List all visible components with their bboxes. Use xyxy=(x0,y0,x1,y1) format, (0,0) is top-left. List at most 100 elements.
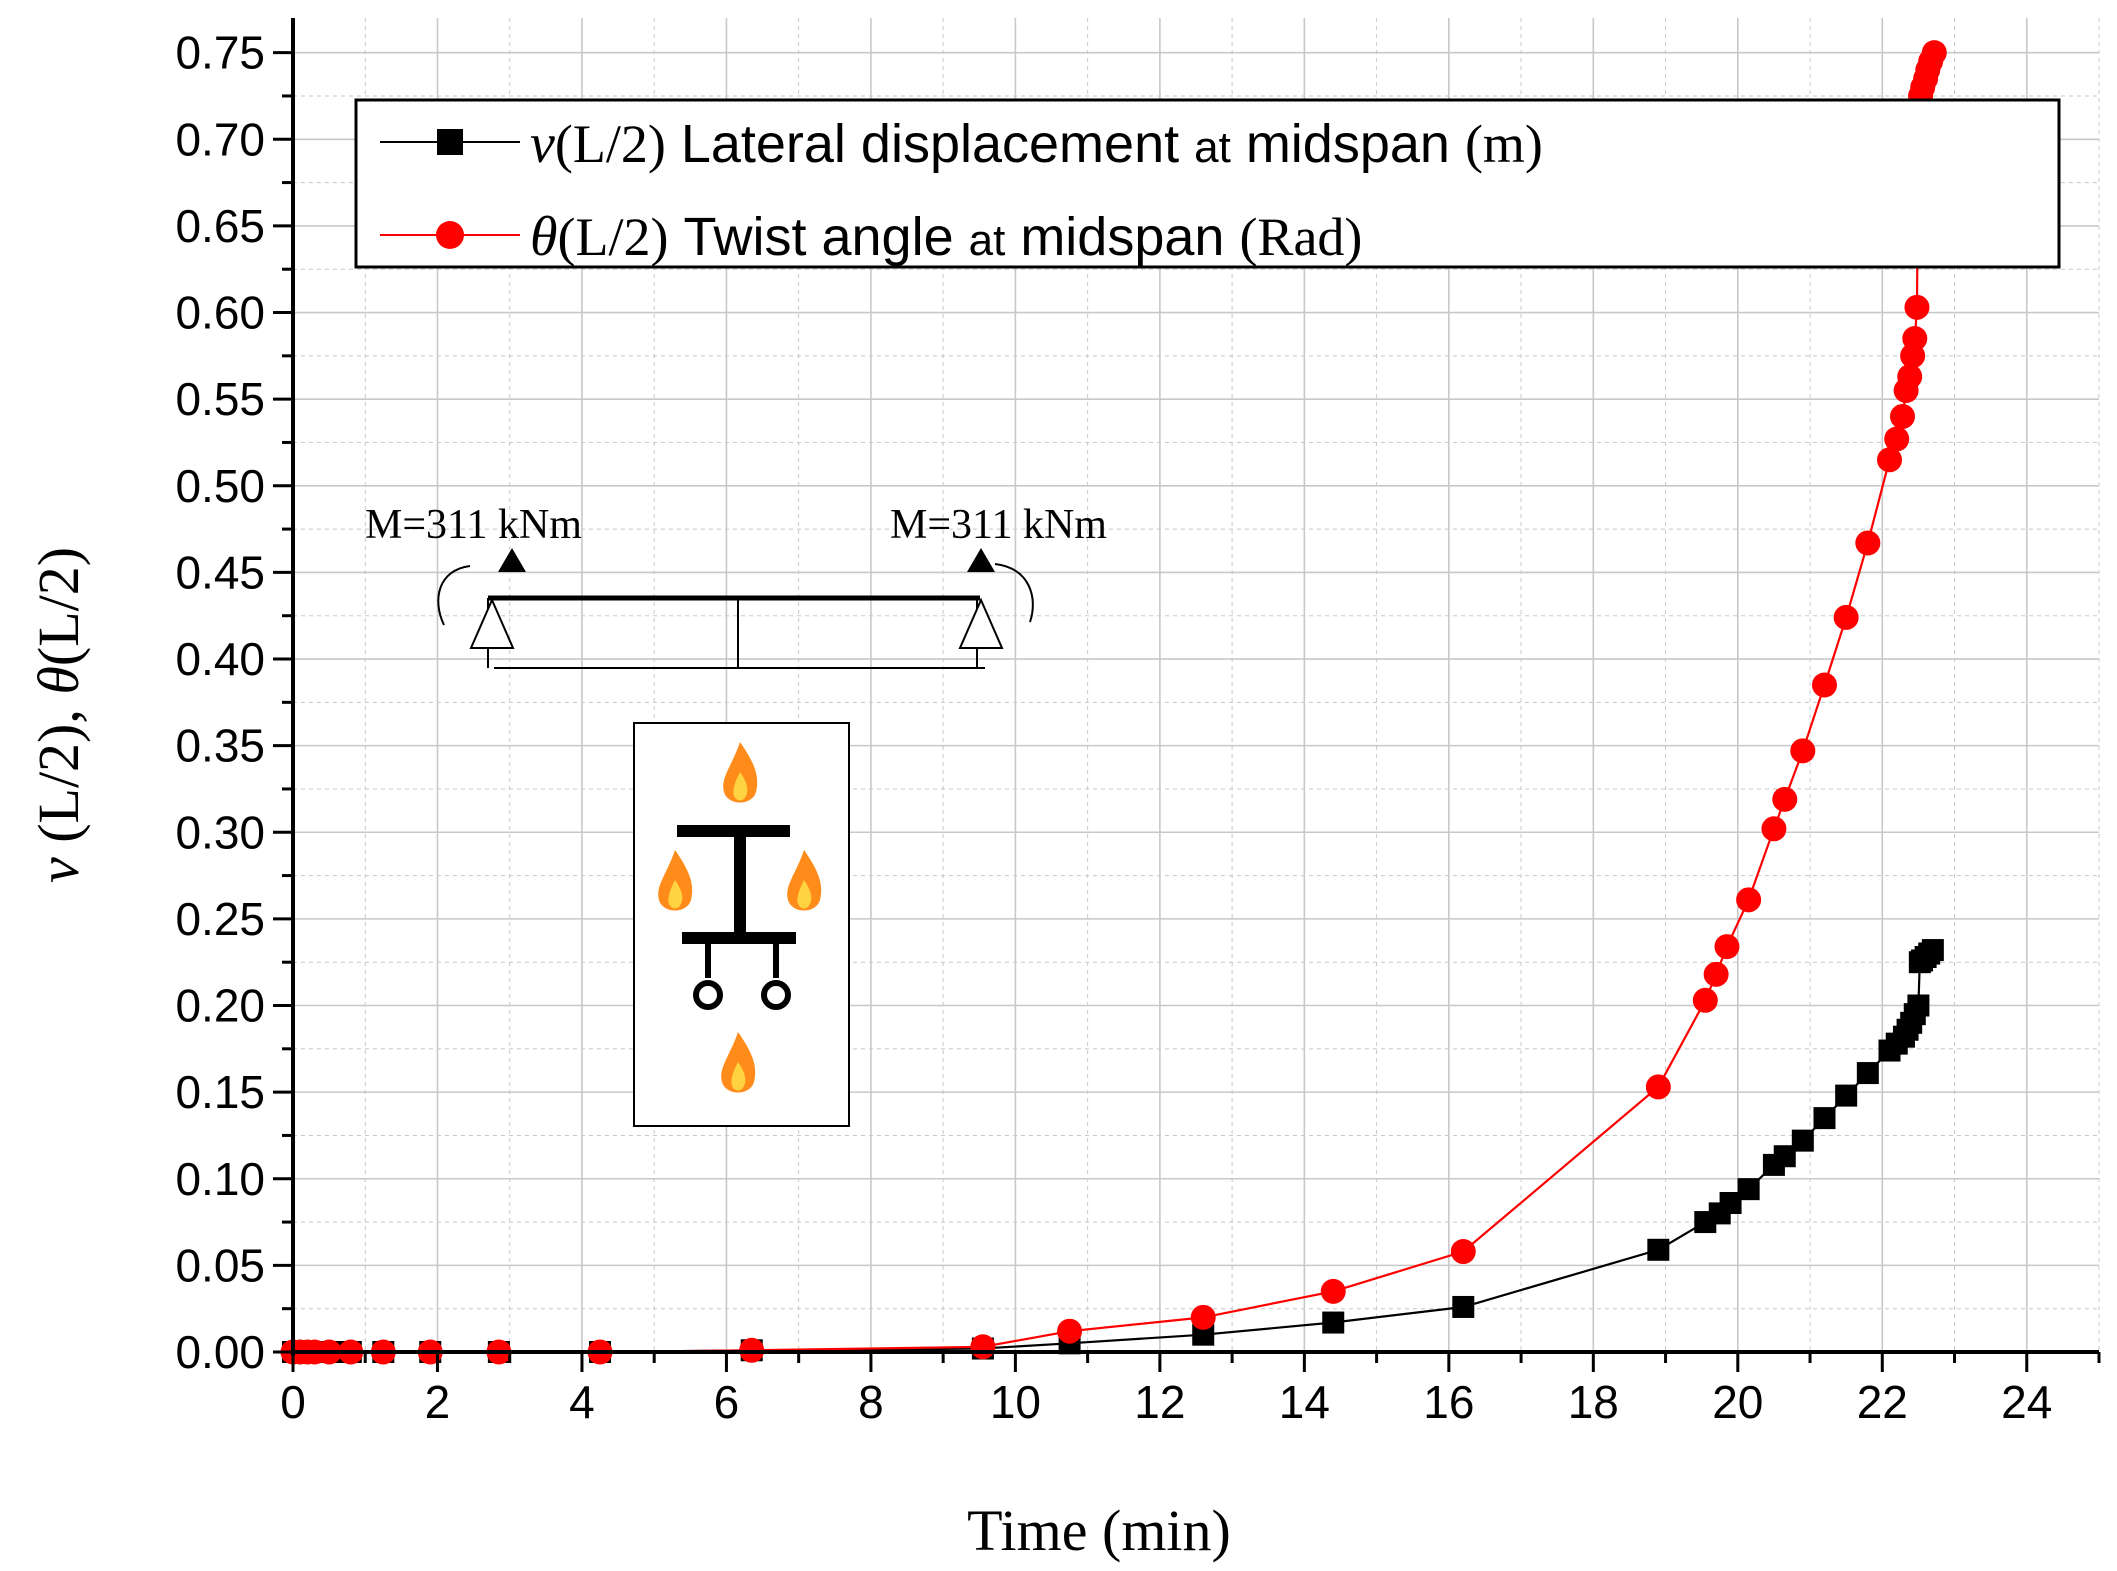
data-point-square xyxy=(1856,1062,1879,1085)
moment-label-left: M=311 kNm xyxy=(365,502,582,548)
flame-right-icon xyxy=(787,850,822,911)
data-point-circle xyxy=(1904,294,1930,320)
y-tick-label: 0.10 xyxy=(175,1153,265,1205)
legend-small-2: at xyxy=(969,216,1006,265)
y-tick-label: 0.70 xyxy=(175,113,265,165)
y-tick-label: 0.55 xyxy=(175,373,265,425)
x-tick-label: 8 xyxy=(858,1376,884,1428)
section-roller-left xyxy=(693,980,723,1010)
flame-bottom-icon xyxy=(721,1032,756,1093)
moment-label-right: M=311 kNm xyxy=(890,502,1107,548)
legend-marker-square xyxy=(437,129,463,155)
data-point-circle xyxy=(1833,604,1859,630)
data-point-square xyxy=(1921,939,1944,962)
x-tick-label: 14 xyxy=(1279,1376,1330,1428)
legend: v(L/2) Lateral displacement at midspan (… xyxy=(354,98,2061,269)
data-point-square xyxy=(1813,1107,1836,1130)
axes-layer xyxy=(291,18,2099,1356)
data-point-circle xyxy=(1884,426,1910,452)
legend-small-1: at xyxy=(1194,123,1231,172)
data-point-circle xyxy=(1450,1239,1476,1265)
y-tick-label: 0.30 xyxy=(175,806,265,858)
y-axis-title-part2: (L/2) xyxy=(26,547,91,666)
y-tick-label: 0.25 xyxy=(175,893,265,945)
legend-label-twist: θ(L/2) Twist angle at midspan (Rad) xyxy=(530,206,1362,268)
y-tick-label: 0.15 xyxy=(175,1066,265,1118)
x-tick-label: 10 xyxy=(990,1376,1041,1428)
data-point-square xyxy=(1719,1192,1742,1215)
data-point-circle xyxy=(1855,530,1881,556)
y-tick-label: 0.40 xyxy=(175,633,265,685)
legend-main-2: Twist angle xyxy=(668,207,968,267)
flame-top-icon xyxy=(723,742,758,803)
x-tick-label: 12 xyxy=(1134,1376,1185,1428)
data-point-square xyxy=(1647,1238,1670,1261)
data-point-circle xyxy=(1714,934,1740,960)
x-tick-label: 22 xyxy=(1857,1376,1908,1428)
data-point-square xyxy=(1791,1129,1814,1152)
data-point-circle xyxy=(1320,1278,1346,1304)
series-line-0 xyxy=(293,949,1934,1354)
y-tick-label: 0.45 xyxy=(175,546,265,598)
y-tick-label: 0.20 xyxy=(175,980,265,1032)
legend-unit-1: (m) xyxy=(1465,114,1543,174)
data-point-circle xyxy=(1692,987,1718,1013)
x-tick-label: 18 xyxy=(1568,1376,1619,1428)
x-tick-label: 2 xyxy=(425,1376,451,1428)
x-tick-label: 6 xyxy=(714,1376,740,1428)
legend-pre-2: (L/2) xyxy=(558,207,669,267)
y-tick-label: 0.00 xyxy=(175,1326,265,1378)
moment-arrow-right xyxy=(967,548,995,572)
data-point-circle xyxy=(1057,1318,1083,1344)
section-diagram xyxy=(633,722,850,1127)
legend-entry-twist: θ(L/2) Twist angle at midspan (Rad) xyxy=(380,206,1362,268)
support-left-icon xyxy=(469,597,515,649)
data-point-circle xyxy=(1761,816,1787,842)
data-point-circle xyxy=(1890,403,1916,429)
y-axis-title-sym2: θ xyxy=(26,666,91,695)
data-point-circle xyxy=(1811,672,1837,698)
data-point-circle xyxy=(1921,40,1947,66)
legend-label-displacement: v(L/2) Lateral displacement at midspan (… xyxy=(530,113,1543,175)
data-point-circle xyxy=(1190,1304,1216,1330)
legend-main2-2: midspan xyxy=(1005,207,1239,267)
data-point-square xyxy=(1322,1311,1345,1334)
section-roller-right xyxy=(761,980,791,1010)
y-axis-title-sym1: v xyxy=(26,857,91,883)
moment-curve-right xyxy=(994,563,1034,623)
data-point-circle xyxy=(1703,961,1729,987)
legend-unit-2: (Rad) xyxy=(1239,207,1362,267)
data-point-circle xyxy=(1790,738,1816,764)
moment-arrow-left xyxy=(498,548,526,572)
flame-left-icon xyxy=(658,850,693,911)
ticks-layer: 0 2 4 6 8 10 12 14 16 18 20 22 240.000.050.100.150.2… xyxy=(175,27,2101,1428)
data-point-circle xyxy=(1772,786,1798,812)
legend-sym-theta: θ xyxy=(530,206,558,268)
x-tick-label: 0 xyxy=(280,1376,306,1428)
y-tick-label: 0.05 xyxy=(175,1239,265,1291)
beam-diagram: M=311 kNm M=311 kNm xyxy=(365,502,1107,669)
y-tick-label: 0.60 xyxy=(175,287,265,339)
y-axis-title: v (L/2), θ(L/2) xyxy=(26,547,91,883)
x-tick-label: 24 xyxy=(2001,1376,2052,1428)
data-point-square xyxy=(1835,1084,1858,1107)
legend-box xyxy=(354,98,2061,269)
data-point-square xyxy=(1907,994,1930,1017)
y-tick-label: 0.35 xyxy=(175,720,265,772)
x-tick-label: 4 xyxy=(569,1376,595,1428)
legend-main2-1: midspan xyxy=(1231,114,1465,174)
data-point-circle xyxy=(1645,1074,1671,1100)
data-point-circle xyxy=(1877,447,1903,473)
data-point-circle xyxy=(1736,887,1762,913)
support-right-icon xyxy=(958,597,1004,649)
x-axis-title: Time (min) xyxy=(967,1498,1231,1563)
data-point-circle xyxy=(970,1334,996,1360)
data-point-square xyxy=(1773,1145,1796,1168)
y-axis-title-part1: (L/2), xyxy=(26,695,91,858)
x-tick-label: 16 xyxy=(1423,1376,1474,1428)
y-tick-label: 0.65 xyxy=(175,200,265,252)
legend-entry-displacement: v(L/2) Lateral displacement at midspan (… xyxy=(380,113,1543,175)
data-point-circle xyxy=(1902,326,1928,352)
data-point-square xyxy=(1737,1178,1760,1201)
